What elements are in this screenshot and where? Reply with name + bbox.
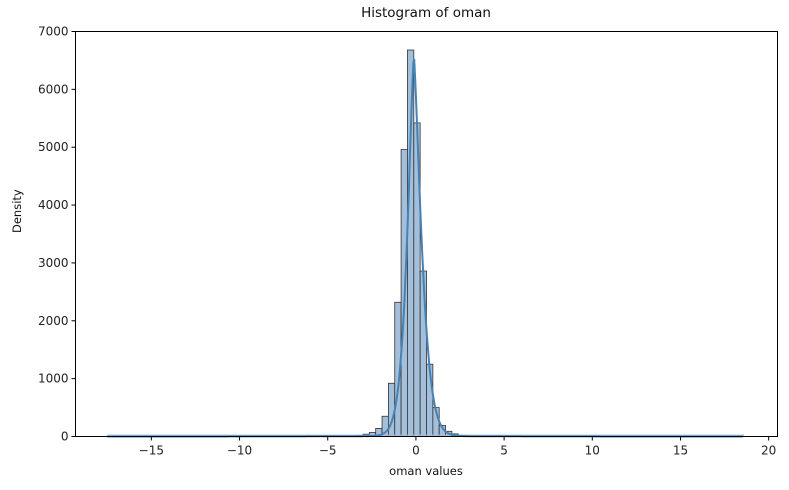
y-tick-label: 3000 bbox=[38, 256, 69, 270]
x-tick-label: −10 bbox=[227, 444, 252, 458]
x-axis-ticks: −15 −10 −5 0 5 10 15 20 bbox=[139, 436, 776, 458]
y-tick-label: 2000 bbox=[38, 314, 69, 328]
y-tick-label: 6000 bbox=[38, 82, 69, 96]
x-tick-label: −5 bbox=[319, 444, 337, 458]
x-tick-label: −15 bbox=[139, 444, 164, 458]
x-axis-label: oman values bbox=[389, 464, 463, 478]
y-tick-label: 0 bbox=[61, 430, 69, 444]
histogram-bar bbox=[419, 270, 427, 437]
histogram-tail-bars bbox=[107, 434, 744, 437]
tail-bars bbox=[107, 434, 744, 437]
y-tick-label: 5000 bbox=[38, 140, 69, 154]
y-tick-label: 4000 bbox=[38, 198, 69, 212]
x-tick-label: 5 bbox=[500, 444, 508, 458]
x-tick-label: 20 bbox=[761, 444, 776, 458]
x-tick-label: 0 bbox=[412, 444, 420, 458]
y-axis-ticks: 0 1000 2000 3000 4000 5000 6000 7000 bbox=[38, 25, 76, 444]
chart-title: Histogram of oman bbox=[361, 5, 491, 21]
axes-frame bbox=[75, 31, 778, 437]
x-tick-label: 10 bbox=[585, 444, 600, 458]
y-tick-label: 7000 bbox=[38, 25, 69, 39]
x-tick-label: 15 bbox=[673, 444, 688, 458]
y-tick-label: 1000 bbox=[38, 372, 69, 386]
